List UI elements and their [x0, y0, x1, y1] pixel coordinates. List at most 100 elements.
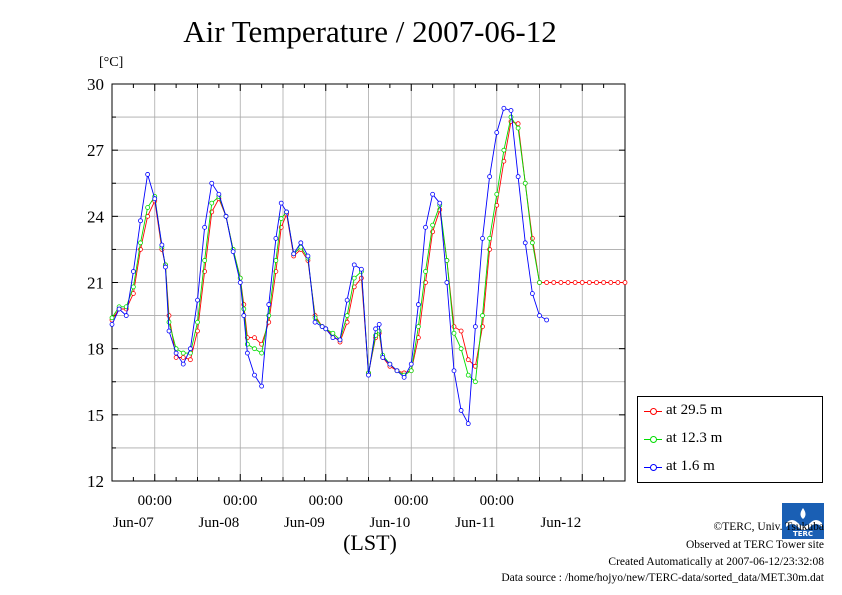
data-point: [123, 313, 129, 318]
data-point: [209, 200, 215, 206]
y-tick-label: 30: [87, 75, 104, 94]
data-point: [145, 205, 151, 210]
data-point: [278, 216, 284, 221]
data-point: [273, 235, 279, 241]
legend-marker: [650, 408, 657, 415]
data-point: [180, 350, 186, 356]
x-time-label: 00:00: [480, 493, 514, 509]
data-point: [515, 174, 521, 180]
data-point: [163, 264, 168, 270]
data-point: [601, 280, 607, 285]
data-point: [458, 408, 464, 413]
data-point: [558, 280, 564, 285]
data-point: [501, 105, 507, 111]
footer-copyright: ©TERC, Univ. Tsukuba: [713, 521, 824, 533]
x-date-label: Jun-09: [284, 515, 325, 531]
y-unit-label: [°C]: [99, 55, 124, 70]
data-point: [529, 291, 535, 296]
data-point: [430, 191, 436, 197]
logo-wave: [786, 520, 822, 530]
legend-item-29-5m: at 29.5 m: [638, 400, 822, 422]
data-point: [458, 328, 464, 334]
data-point: [401, 374, 407, 380]
data-point: [508, 114, 514, 120]
data-point: [451, 324, 457, 330]
data-point: [487, 174, 493, 180]
data-point: [508, 108, 514, 113]
data-point: [273, 258, 279, 263]
logo-text: TERC: [793, 530, 813, 538]
data-point: [241, 313, 247, 318]
data-point: [244, 350, 250, 356]
x-date-label: Jun-12: [540, 515, 581, 531]
legend-item-1-6m: at 1.6 m: [638, 456, 822, 478]
data-point: [594, 280, 599, 285]
data-point: [415, 324, 421, 330]
data-point: [423, 224, 428, 230]
data-point: [408, 368, 414, 374]
data-point: [298, 240, 304, 246]
data-point: [415, 302, 421, 307]
data-point: [116, 306, 122, 312]
data-point: [344, 297, 350, 303]
data-point: [501, 147, 507, 153]
data-point: [465, 372, 471, 378]
data-point: [305, 253, 311, 259]
data-point: [579, 280, 585, 285]
data-point: [344, 313, 350, 318]
data-point: [451, 368, 457, 374]
data-point: [494, 130, 500, 135]
data-point: [187, 357, 193, 363]
legend-marker: [650, 436, 657, 443]
data-point: [259, 350, 265, 356]
data-point: [408, 361, 414, 367]
footer-created: Created Automatically at 2007-06-12/23:3…: [608, 556, 824, 568]
data-point: [537, 313, 542, 318]
data-point: [515, 125, 521, 131]
data-point: [319, 324, 325, 330]
data-point: [586, 280, 592, 285]
data-point: [465, 421, 471, 427]
y-tick-label: 24: [87, 207, 105, 226]
data-point: [458, 346, 464, 352]
data-point: [608, 280, 614, 285]
data-point: [494, 191, 500, 197]
data-point: [159, 242, 165, 248]
x-axis-label: (LST): [343, 530, 397, 555]
data-point: [423, 269, 428, 274]
data-point: [537, 280, 542, 285]
data-point: [565, 280, 571, 285]
legend-marker: [650, 464, 657, 471]
data-point: [195, 319, 200, 325]
data-point: [394, 368, 400, 374]
data-point: [480, 313, 485, 318]
data-point: [145, 172, 151, 177]
data-point: [209, 180, 215, 186]
data-point: [230, 249, 236, 255]
data-point: [472, 379, 478, 385]
data-point: [366, 372, 371, 378]
data-point: [387, 361, 393, 367]
x-time-label: 00:00: [138, 493, 172, 509]
data-point: [202, 258, 208, 263]
legend-label: at 1.6 m: [666, 458, 715, 474]
y-tick-label: 18: [87, 340, 104, 359]
data-point: [252, 346, 257, 352]
chart-legend: at 29.5 m at 12.3 m at 1.6 m: [637, 396, 823, 483]
data-point: [529, 240, 535, 246]
data-point: [337, 337, 343, 343]
data-point: [202, 224, 208, 230]
data-point: [615, 280, 621, 285]
data-point: [622, 280, 628, 285]
data-point: [266, 302, 272, 307]
data-point: [216, 191, 222, 197]
data-point: [109, 322, 115, 327]
data-point: [109, 315, 115, 321]
data-point: [430, 222, 436, 228]
data-point: [351, 262, 357, 268]
x-date-label: Jun-10: [369, 515, 410, 531]
data-point: [330, 335, 336, 341]
data-point: [380, 355, 386, 360]
y-tick-label: 12: [87, 472, 104, 491]
